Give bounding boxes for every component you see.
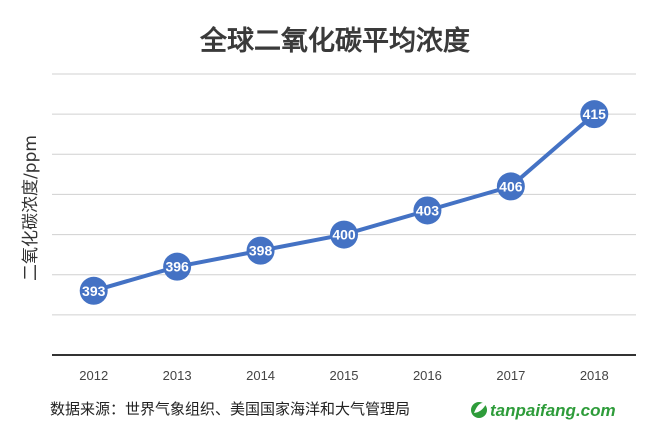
source-note: 数据来源：世界气象组织、美国国家海洋和大气管理局: [50, 400, 410, 418]
series-co2: [79, 100, 609, 305]
x-tick-label: 2018: [580, 368, 609, 383]
data-label: 403: [416, 202, 440, 218]
x-tick-label: 2012: [79, 368, 108, 383]
data-point: [163, 252, 192, 281]
data-point: [330, 220, 358, 249]
x-tick-label: 2017: [496, 368, 525, 383]
data-label: 396: [165, 259, 189, 275]
chart-title: 全球二氧化碳平均浓度: [199, 25, 470, 57]
data-label: 400: [332, 227, 356, 243]
watermark: tanpaifang.com: [471, 401, 616, 420]
watermark-text: tanpaifang.com: [490, 401, 616, 420]
data-label: 415: [583, 106, 607, 122]
leaf-logo-icon: [471, 402, 487, 418]
x-tick-labels: 2012 2013 2014 2015 2016 2017 2018: [79, 368, 608, 383]
data-point: [580, 100, 609, 129]
x-tick-label: 2013: [163, 368, 192, 383]
x-tick-label: 2016: [413, 368, 442, 383]
y-axis-label: 二氧化碳浓度/ppm: [21, 135, 41, 281]
x-tick-label: 2014: [246, 368, 275, 383]
data-label: 393: [82, 283, 106, 299]
data-point: [413, 196, 442, 225]
data-point: [496, 172, 525, 201]
x-tick-label: 2015: [330, 368, 359, 383]
data-label: 406: [499, 178, 523, 194]
data-labels: 393 396 398 400 403 406 415: [82, 106, 606, 299]
data-point: [79, 276, 108, 305]
data-label: 398: [249, 243, 273, 259]
data-point: [246, 236, 275, 265]
